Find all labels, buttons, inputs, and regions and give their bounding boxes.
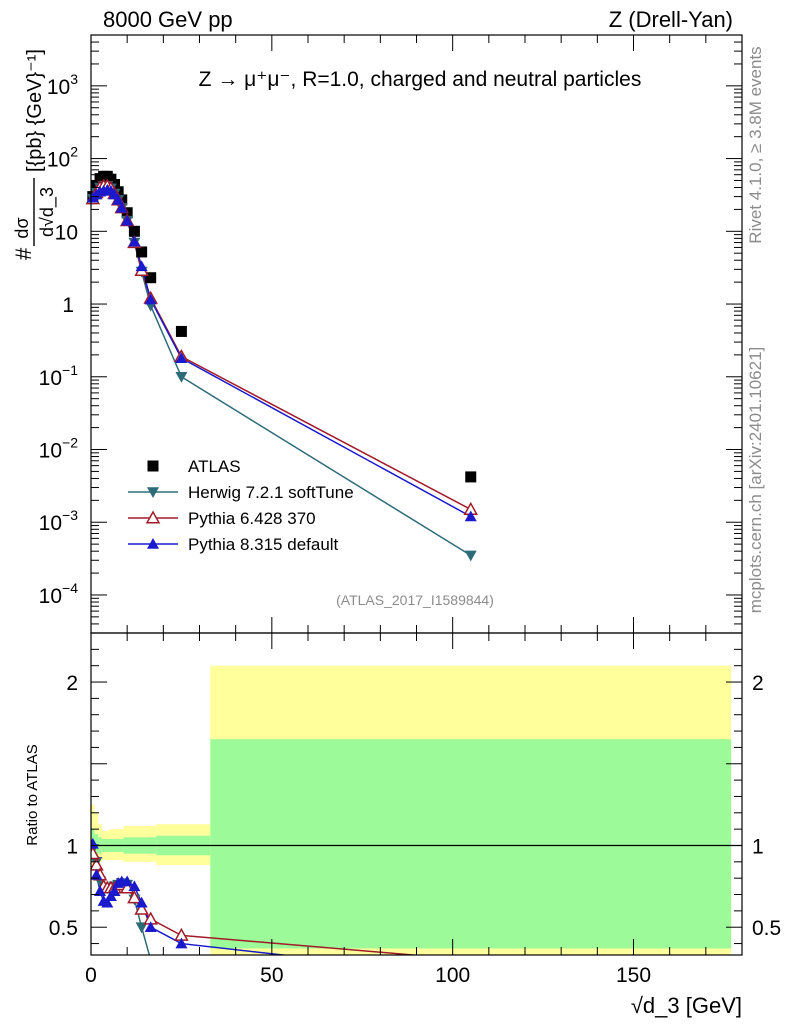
main-point-3-7 — [112, 193, 125, 205]
main-y-axis-label: # dσ d√d_3 [{pb} {GeV}⁻¹] — [11, 49, 58, 260]
legend-marker-3 — [147, 538, 159, 549]
tick-exponent: −1 — [62, 362, 78, 378]
tick-exponent: 3 — [70, 71, 78, 87]
ratio-point-2-10 — [128, 880, 141, 892]
ratio-y-tick-label-right-2: 2 — [752, 672, 764, 695]
y-label-units: [{pb} {GeV}⁻¹] — [24, 49, 46, 172]
main-point-1-14 — [464, 550, 477, 562]
tick-base: 10 — [39, 512, 62, 535]
main-point-1-13 — [175, 371, 188, 383]
ratio-point-2-9 — [121, 875, 134, 887]
main-y-tick-label-7: 103 — [47, 71, 78, 99]
x-tick-label-0: 0 — [85, 964, 97, 987]
ratio-point-1-10 — [127, 890, 142, 904]
legend: ATLAS Herwig 7.2.1 softTune Pythia 6.428 3… — [128, 457, 354, 554]
tick-exponent: −2 — [62, 435, 78, 451]
y-label-hash: # — [11, 247, 36, 260]
ratio-axis-ticks — [90, 632, 743, 955]
tick-base: 10 — [39, 440, 62, 463]
ratio-stat-band-7 — [210, 739, 732, 949]
legend-marker-0 — [147, 460, 159, 472]
tick-base: 10 — [47, 76, 70, 99]
ratio-point-1-0 — [91, 846, 101, 860]
main-y-tick-label-1: 10−3 — [39, 507, 79, 535]
x-tick-label-1: 50 — [260, 964, 283, 987]
x-tick-label-2: 100 — [435, 964, 470, 987]
ratio-point-2-1 — [91, 868, 103, 880]
main-point-3-10 — [128, 235, 141, 247]
main-y-tick-label-2: 10−2 — [39, 435, 79, 463]
ratio-point-2-6 — [108, 885, 121, 897]
main-y-tick-label-3: 10−1 — [39, 362, 79, 390]
main-point-3-13 — [175, 352, 188, 364]
tick-base: 10 — [55, 221, 78, 244]
ratio-point-2-13 — [175, 937, 188, 949]
tick-exponent: 2 — [70, 144, 78, 160]
ratio-point-2-2 — [94, 885, 107, 897]
legend-label-3: Pythia 8.315 default — [188, 535, 339, 554]
x-tick-labels: 0 50 100 150 — [85, 964, 651, 987]
ratio-series-markers — [91, 837, 189, 949]
ratio-y-tick-label-left-1: 1 — [66, 835, 78, 858]
main-y-tick-label-6: 102 — [47, 144, 78, 172]
main-y-tick-label-5: 10 — [55, 221, 78, 244]
legend-marker-2 — [145, 510, 161, 524]
ratio-point-2-11 — [135, 896, 148, 908]
ratio-y-tick-label-left-0: 0.5 — [49, 917, 78, 940]
tick-base: 10 — [39, 367, 62, 390]
mcplots-label: mcplots.cern.ch [arXiv:2401.10621] — [746, 347, 765, 613]
main-point-3-14 — [464, 510, 477, 522]
main-point-3-11 — [135, 260, 148, 272]
ratio-point-2-4 — [101, 896, 114, 908]
ratio-point-0-11 — [135, 922, 148, 934]
main-y-tick-label-4: 1 — [62, 294, 74, 317]
main-point-3-12 — [144, 293, 157, 305]
main-point-3-9 — [121, 214, 134, 226]
header-right: Z (Drell-Yan) — [609, 7, 733, 32]
main-point-0-10 — [128, 225, 140, 237]
analysis-tag: (ATLAS_2017_I1589844) — [336, 592, 494, 608]
ratio-y-tick-label-right-0: 0.5 — [752, 917, 781, 940]
ratio-y-tick-labels: 0.5 0.5 1 1 2 2 — [49, 672, 781, 940]
main-y-tick-label-0: 10−4 — [39, 580, 79, 608]
main-point-0-12 — [145, 272, 157, 284]
x-axis-label: √d_3 [GeV] — [631, 993, 742, 1018]
main-point-3-8 — [115, 201, 128, 213]
ratio-y-tick-label-left-2: 2 — [66, 672, 78, 695]
main-point-0-14 — [465, 471, 477, 483]
tick-base: 10 — [47, 149, 70, 172]
ratio-point-2-12 — [144, 921, 157, 933]
header-left: 8000 GeV pp — [103, 7, 233, 32]
main-point-0-11 — [136, 246, 148, 258]
main-point-0-13 — [175, 325, 187, 337]
tick-exponent: −4 — [62, 580, 78, 596]
main-axis-ticks — [90, 34, 743, 634]
legend-marker-1 — [147, 487, 159, 498]
tick-exponent: −3 — [62, 507, 78, 523]
y-label-num: dσ — [12, 217, 32, 238]
ratio-y-axis-label: Ratio to ATLAS — [24, 744, 41, 845]
tick-base: 1 — [62, 294, 74, 317]
ratio-uncertainty-bands — [91, 665, 732, 955]
main-series-markers — [85, 170, 479, 562]
rivet-version-label: Rivet 4.1.0, ≥ 3.8M events — [746, 46, 765, 243]
x-tick-label-3: 150 — [616, 964, 651, 987]
main-title: Z → μ⁺μ⁻, R=1.0, charged and neutral par… — [199, 68, 642, 91]
legend-label-0: ATLAS — [188, 457, 241, 476]
legend-label-2: Pythia 6.428 370 — [188, 509, 316, 528]
ratio-point-1-11 — [134, 901, 149, 915]
legend-label-1: Herwig 7.2.1 softTune — [188, 483, 354, 502]
tick-base: 10 — [39, 585, 62, 608]
y-label-den: d√d_3 — [37, 187, 58, 237]
ratio-y-tick-label-right-1: 1 — [752, 835, 764, 858]
